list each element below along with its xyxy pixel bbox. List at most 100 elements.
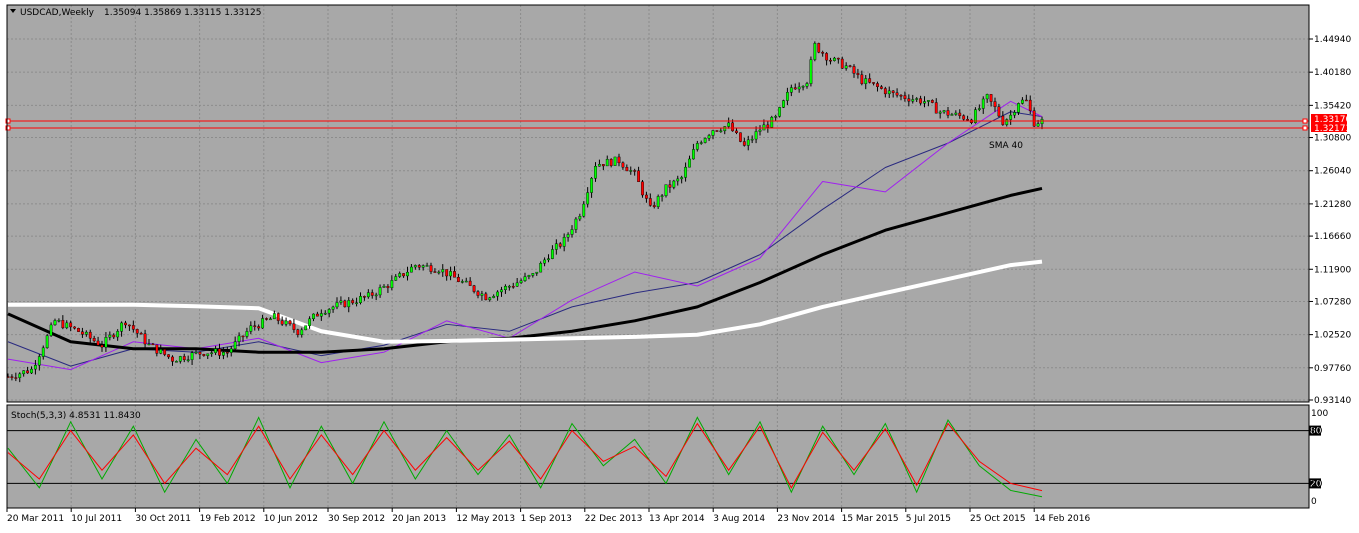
x-tick-label: 14 Feb 2016 [1034, 514, 1090, 524]
candle-up [249, 325, 253, 332]
candle-down [476, 291, 480, 296]
candle-up [774, 116, 778, 118]
candle-up [206, 353, 210, 356]
horizontal-lines[interactable] [5, 118, 1309, 131]
candle-down [472, 285, 476, 292]
candle-up [425, 265, 429, 267]
x-tick-label: 22 Dec 2013 [585, 514, 643, 524]
candle-down [993, 101, 997, 107]
candle-up [366, 292, 370, 298]
candle-up [864, 78, 868, 84]
candle-down [73, 326, 76, 329]
candle-down [946, 110, 950, 116]
candle-down [817, 43, 821, 53]
candle-down [253, 325, 257, 327]
candle-up [719, 130, 723, 133]
candle-up [22, 370, 26, 375]
candle-down [343, 300, 347, 308]
stoch-level-badge-label: 20 [1310, 479, 1322, 489]
candle-up [327, 309, 331, 314]
candle-up [923, 101, 926, 104]
candle-down [641, 181, 644, 196]
candle-up [237, 335, 241, 342]
x-tick-label: 25 Oct 2015 [970, 514, 1026, 524]
x-tick-label: 10 Jul 2011 [71, 514, 122, 524]
candle-up [261, 318, 264, 329]
y-tick-label: 1.44940 [1314, 35, 1351, 45]
candle-up [460, 281, 464, 283]
candle-up [331, 306, 335, 310]
stochastic-oscillator: 80 20 [7, 416, 1322, 498]
candle-down [363, 296, 366, 298]
candle-up [104, 337, 108, 348]
candle-up [347, 300, 351, 308]
candle-down [895, 92, 899, 96]
candle-up [613, 156, 617, 166]
candle-up [480, 293, 484, 296]
candle-up [754, 131, 758, 140]
hline-handle[interactable] [1302, 118, 1308, 124]
candle-up [1017, 103, 1020, 113]
candle-down [601, 164, 605, 167]
x-tick-label: 1 Sep 2013 [521, 514, 572, 524]
y-tick-label: 1.16660 [1314, 232, 1351, 242]
stoch-level-badge [1309, 425, 1321, 436]
candle-down [825, 53, 828, 61]
candle-up [782, 100, 785, 108]
candle-down [182, 356, 186, 361]
hline-handle[interactable] [1302, 125, 1308, 131]
candle-up [711, 130, 715, 136]
hline-handle[interactable] [5, 125, 11, 131]
candle-down [457, 277, 460, 282]
candle-up [699, 142, 703, 144]
stoch-line-signal [7, 422, 1043, 492]
candle-down [836, 57, 840, 60]
candle-down [997, 106, 1001, 117]
candle-down [202, 354, 206, 356]
candle-up [797, 86, 801, 90]
candle-up [974, 109, 977, 123]
candle-down [468, 280, 472, 286]
candle-down [1028, 99, 1032, 111]
candle-up [49, 324, 53, 336]
price-pane-border [6, 4, 1310, 403]
candle-down [637, 170, 640, 183]
candle-down [1024, 99, 1028, 102]
candle-up [30, 368, 33, 374]
candle-up [437, 271, 441, 274]
candle-up [942, 110, 946, 113]
candle-up [535, 271, 539, 274]
candle-down [821, 51, 825, 54]
price-badge-lower-bg [1311, 123, 1347, 132]
candle-down [14, 377, 18, 379]
hline-handle[interactable] [5, 118, 11, 124]
moving-averages [7, 100, 1043, 371]
candle-up [374, 294, 378, 297]
candle-up [116, 331, 120, 338]
triangle-down-icon[interactable] [10, 9, 16, 13]
candle-down [868, 78, 872, 83]
candle-down [907, 98, 911, 102]
candle-up [312, 313, 315, 320]
candle-down [453, 271, 456, 278]
candle-down [88, 331, 92, 339]
candle-down [351, 300, 355, 304]
candle-up [190, 352, 194, 360]
candle-up [304, 325, 308, 331]
candle-up [159, 349, 163, 354]
y-tick-label: 1.40180 [1314, 68, 1351, 78]
candle-down [445, 269, 449, 277]
candle-up [977, 108, 981, 110]
candle-up [562, 237, 566, 247]
candle-up [629, 170, 633, 172]
candle-down [96, 340, 100, 346]
candle-up [229, 348, 233, 353]
candle-up [496, 291, 499, 297]
candle-up [578, 216, 582, 220]
candle-down [903, 95, 907, 99]
candle-down [731, 122, 734, 132]
candle-down [891, 90, 895, 93]
candle-up [543, 259, 546, 264]
